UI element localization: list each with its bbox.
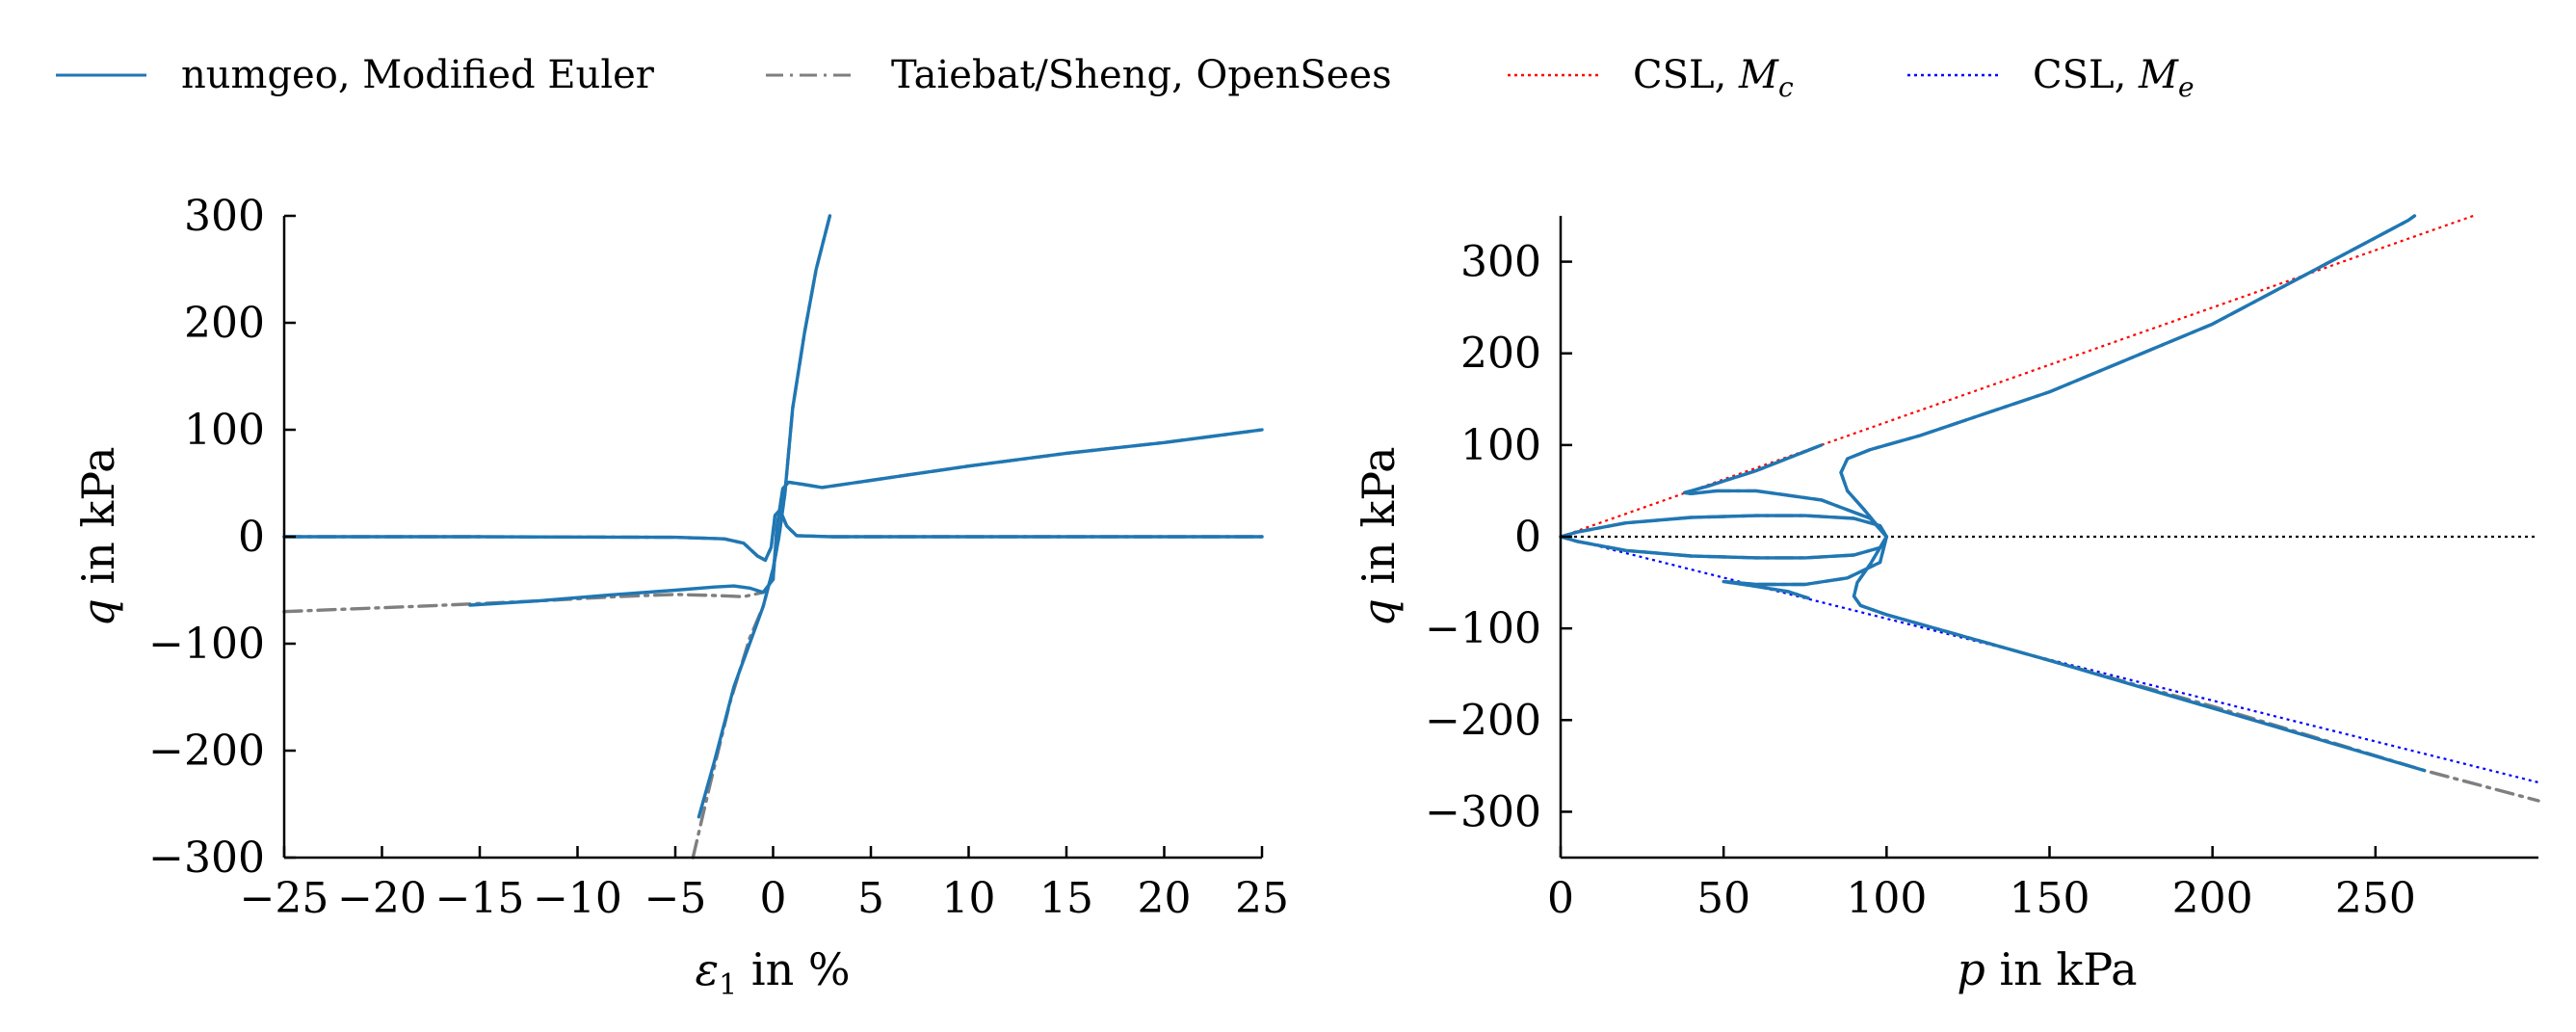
right-y-tick-label: −300: [1425, 787, 1541, 836]
legend-label-numgeo: numgeo, Modified Euler: [181, 53, 655, 97]
legend-label-csl-mc: CSL, Mc: [1633, 53, 1794, 103]
right-x-tick-label: 0: [1547, 874, 1574, 923]
right-reference-lines: [1560, 214, 2539, 784]
left-x-tick-label: 25: [1235, 874, 1289, 923]
left-x-tick-label: −10: [533, 874, 622, 923]
right-x-tick-label: 200: [2172, 874, 2253, 923]
right-series-line: [1559, 514, 1888, 539]
left-y-axis-label: q in kPa: [72, 446, 124, 626]
right-x-tick-label: 100: [1846, 874, 1927, 923]
left-x-tick-label: 10: [942, 874, 996, 923]
legend-label-opensees: Taiebat/Sheng, OpenSees: [891, 53, 1392, 97]
right-x-ticks: 0 50 100 150 200 250: [1547, 846, 2416, 923]
left-y-tick-label: −100: [148, 620, 265, 669]
legend-item-opensees: Taiebat/Sheng, OpenSees: [766, 53, 1392, 97]
left-x-axis-label: ε1 in %: [695, 943, 850, 1002]
right-series-line: [1722, 535, 1888, 600]
left-y-tick-label: 300: [184, 192, 265, 241]
left-series-line: [282, 508, 1264, 563]
right-x-axis-label: p in kPa: [1957, 943, 2137, 995]
left-x-tick-label: 20: [1138, 874, 1192, 923]
legend-item-csl-me: CSL, Me: [1907, 53, 2195, 103]
right-y-tick-label: 300: [1460, 238, 1541, 287]
right-y-axis-label: q in kPa: [1353, 446, 1405, 626]
left-series-line: [697, 214, 832, 819]
left-series: [282, 214, 1264, 860]
right-series-line: [1559, 535, 1888, 560]
right-plot: 0 50 100 150 200 250 −300 −200 −100 0 100 200 300 p…: [1353, 214, 2540, 995]
right-series-line: [1722, 535, 1888, 600]
legend-item-csl-mc: CSL, Mc: [1508, 53, 1794, 103]
left-x-tick-label: −25: [240, 874, 329, 923]
left-x-tick-label: 5: [857, 874, 884, 923]
right-x-tick-label: 150: [2010, 874, 2090, 923]
left-x-tick-label: −5: [644, 874, 707, 923]
left-x-tick-label: 15: [1039, 874, 1093, 923]
left-x-tick-label: −20: [337, 874, 427, 923]
right-series-line: [1852, 535, 2540, 803]
left-y-tick-label: −200: [148, 727, 265, 776]
left-y-ticks: −300 −200 −100 0 100 200 300: [148, 192, 296, 883]
left-plot: −25 −20 −15 −10 −5 0 5 10 15 20 25 −300 −200 −100 0 10…: [72, 192, 1289, 1002]
right-y-tick-label: 0: [1514, 513, 1541, 562]
legend-label-csl-me: CSL, Me: [2033, 53, 2195, 103]
right-y-tick-label: 100: [1460, 421, 1541, 470]
right-y-ticks: −300 −200 −100 0 100 200 300: [1425, 238, 1572, 836]
left-x-tick-label: −15: [435, 874, 525, 923]
right-series-line: [1839, 214, 2417, 539]
right-series-line: [1682, 443, 1888, 539]
left-x-tick-label: 0: [760, 874, 787, 923]
left-series-line: [468, 428, 1264, 607]
right-series-line: [1852, 535, 2427, 773]
right-y-tick-label: −200: [1425, 696, 1541, 745]
right-series: [1559, 214, 2540, 803]
left-y-tick-label: 200: [184, 299, 265, 348]
left-y-tick-label: −300: [148, 834, 265, 883]
right-x-tick-label: 50: [1696, 874, 1750, 923]
left-y-tick-label: 100: [184, 406, 265, 455]
right-y-tick-label: −100: [1425, 604, 1541, 653]
left-x-ticks: −25 −20 −15 −10 −5 0 5 10 15 20 25: [240, 846, 1289, 923]
legend-item-numgeo: numgeo, Modified Euler: [56, 53, 655, 97]
left-y-tick-label: 0: [238, 513, 265, 562]
right-y-tick-label: 200: [1460, 330, 1541, 379]
right-x-tick-label: 250: [2335, 874, 2416, 923]
legend: numgeo, Modified Euler Taiebat/Sheng, Op…: [56, 53, 2195, 103]
